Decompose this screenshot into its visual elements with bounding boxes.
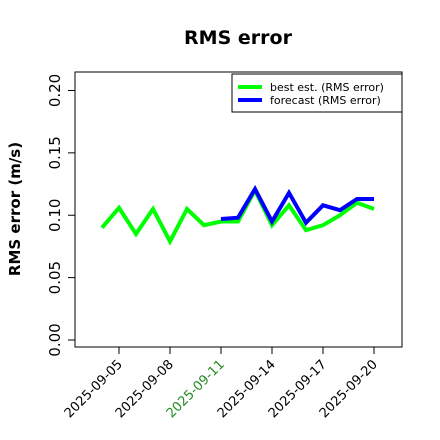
y-tick-label: 0.15 xyxy=(46,136,64,169)
y-tick-label: 0.00 xyxy=(46,323,64,356)
plot-frame xyxy=(74,71,403,348)
y-tick-label: 0.10 xyxy=(46,199,64,232)
legend-label: best est. (RMS error) xyxy=(270,81,384,94)
legend: best est. (RMS error)forecast (RMS error… xyxy=(231,73,403,113)
chart-title: RMS error xyxy=(184,27,293,49)
y-axis: 0.00 0.05 0.10 0.15 0.20 xyxy=(46,74,75,357)
series-line-best-est xyxy=(100,185,375,246)
series-layer xyxy=(100,184,375,246)
legend-box xyxy=(231,73,403,113)
legend-label: forecast (RMS error) xyxy=(270,94,381,107)
series-line-forecast xyxy=(220,184,374,226)
y-tick-label: 0.20 xyxy=(46,74,64,107)
y-tick-label: 0.05 xyxy=(46,261,64,294)
y-axis-label: RMS error (m/s) xyxy=(6,142,24,276)
